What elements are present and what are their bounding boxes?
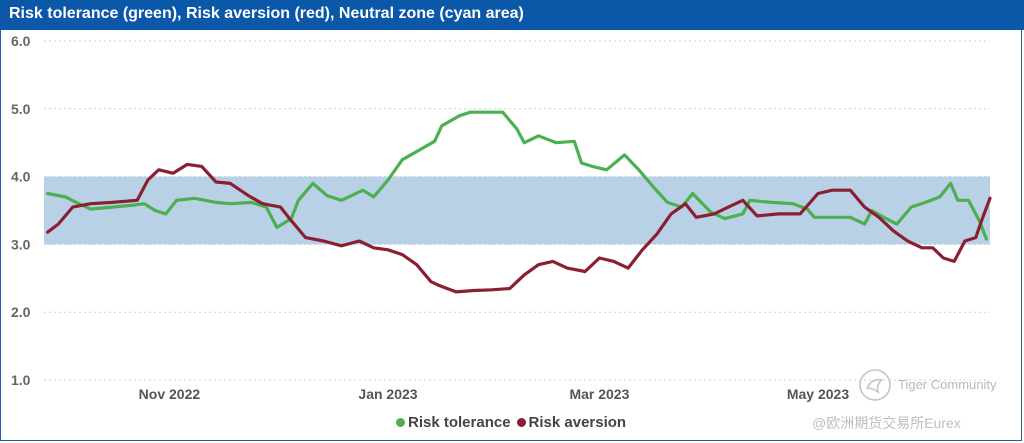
tiger-logo-icon xyxy=(859,369,891,401)
series-lines xyxy=(46,110,992,294)
x-tick-label: May 2023 xyxy=(787,386,849,402)
y-tick-label: 5.0 xyxy=(11,101,31,117)
neutral-zone-area xyxy=(44,176,990,245)
chart-title: Risk tolerance (green), Risk aversion (r… xyxy=(9,5,524,22)
y-tick-label: 4.0 xyxy=(11,169,31,185)
legend-item-risk-aversion[interactable]: Risk aversion xyxy=(516,414,627,431)
legend-label-risk-tolerance: Risk tolerance xyxy=(408,414,511,431)
watermark-name: Tiger Community xyxy=(898,377,997,392)
x-axis-ticks: Nov 2022 Jan 2023 Mar 2023 May 2023 xyxy=(139,386,850,402)
series-line-risk-tolerance xyxy=(46,110,988,241)
legend-dot-icon xyxy=(516,418,526,427)
legend: Risk tolerance Risk aversion xyxy=(396,414,632,431)
y-tick-label: 6.0 xyxy=(11,33,31,49)
x-tick-label: Jan 2023 xyxy=(358,386,417,402)
chart-header: Risk tolerance (green), Risk aversion (r… xyxy=(0,0,1024,30)
watermark-handle: @欧洲期货交易所Eurex xyxy=(812,415,961,431)
x-tick-label: Nov 2022 xyxy=(139,386,201,402)
y-axis-ticks: 1.0 2.0 3.0 4.0 5.0 6.0 xyxy=(11,33,31,388)
legend-label-risk-aversion: Risk aversion xyxy=(528,414,627,431)
legend-dot-icon xyxy=(396,418,405,427)
y-tick-label: 3.0 xyxy=(11,236,31,252)
y-tick-label: 1.0 xyxy=(11,372,31,388)
legend-item-risk-tolerance[interactable]: Risk tolerance xyxy=(396,414,511,431)
x-tick-label: Mar 2023 xyxy=(569,386,629,402)
y-tick-label: 2.0 xyxy=(11,304,31,320)
series-line-risk-aversion xyxy=(46,162,992,294)
